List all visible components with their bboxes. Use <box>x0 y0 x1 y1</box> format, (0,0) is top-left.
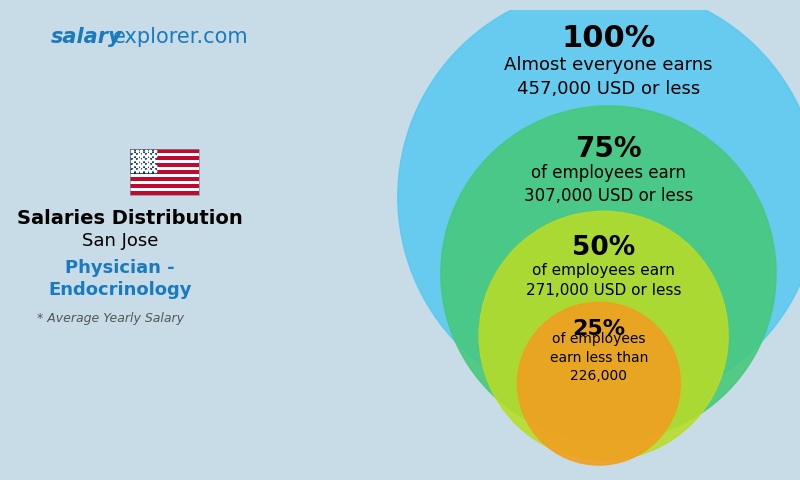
Text: San Jose: San Jose <box>82 232 158 251</box>
Circle shape <box>518 302 680 465</box>
Circle shape <box>479 211 728 460</box>
Bar <box>130 153 198 156</box>
Text: Physician -
Endocrinology: Physician - Endocrinology <box>48 259 192 300</box>
Text: * Average Yearly Salary: * Average Yearly Salary <box>37 312 184 325</box>
Bar <box>130 149 158 174</box>
Bar <box>130 149 198 195</box>
Text: 75%: 75% <box>575 135 642 163</box>
Bar <box>130 188 198 192</box>
Bar <box>130 174 198 177</box>
Bar <box>130 184 198 188</box>
Bar <box>130 170 198 174</box>
Bar <box>130 149 198 153</box>
Circle shape <box>441 106 776 441</box>
Text: of employees
earn less than
226,000: of employees earn less than 226,000 <box>550 332 648 383</box>
Bar <box>130 163 198 167</box>
Text: salary: salary <box>51 27 122 48</box>
Text: Salaries Distribution: Salaries Distribution <box>17 209 242 228</box>
Text: 100%: 100% <box>562 24 656 53</box>
Text: 50%: 50% <box>572 235 635 261</box>
Text: of employees earn
271,000 USD or less: of employees earn 271,000 USD or less <box>526 263 682 298</box>
Text: 25%: 25% <box>572 319 626 339</box>
Circle shape <box>398 0 800 408</box>
Bar <box>130 167 198 170</box>
Text: explorer.com: explorer.com <box>114 27 249 48</box>
Bar <box>130 181 198 184</box>
Bar <box>130 156 198 160</box>
Bar <box>130 177 198 181</box>
Text: of employees earn
307,000 USD or less: of employees earn 307,000 USD or less <box>524 164 693 205</box>
Text: Almost everyone earns
457,000 USD or less: Almost everyone earns 457,000 USD or les… <box>504 56 713 98</box>
Bar <box>130 192 198 195</box>
Bar <box>130 160 198 163</box>
